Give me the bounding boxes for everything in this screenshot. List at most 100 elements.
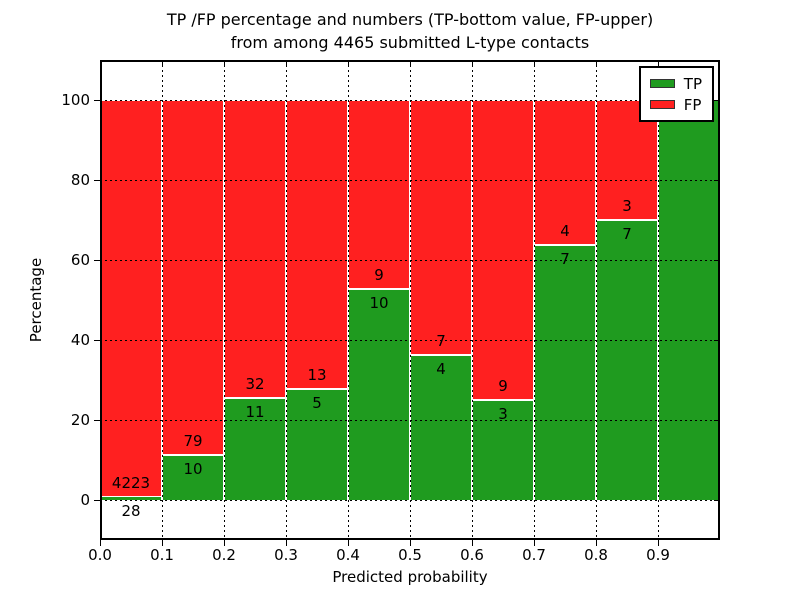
- x-gridline: [286, 60, 287, 540]
- x-tick-inner: [534, 60, 535, 66]
- y-tick-label: 20: [70, 411, 90, 429]
- legend-entry-tp: TP: [649, 73, 702, 94]
- bar-count-label-fp: 7: [436, 331, 446, 350]
- bar-count-label-tp: 3: [498, 405, 508, 423]
- chart-title-line1: TP /FP percentage and numbers (TP-bottom…: [166, 10, 654, 29]
- bar-count-label-tp: 10: [369, 294, 389, 313]
- x-tick: [348, 540, 349, 546]
- x-tick: [534, 540, 535, 546]
- bar-segment-fp: [410, 100, 472, 355]
- bar-segment-tp: [534, 245, 596, 500]
- bar-segment-fp: [348, 100, 410, 290]
- x-tick-inner: [472, 60, 473, 66]
- bar-segment-fp: [224, 100, 286, 398]
- x-tick-label: 0.7: [522, 546, 546, 564]
- x-tick-label: 0.4: [336, 546, 360, 564]
- x-tick: [596, 540, 597, 546]
- x-tick-inner: [100, 60, 101, 66]
- x-gridline: [472, 60, 473, 540]
- legend-entry-fp: FP: [649, 94, 702, 115]
- bar-segment-tp: [472, 400, 534, 500]
- x-tick-label: 0.0: [88, 546, 112, 564]
- bar-count-label-fp: 79: [183, 432, 203, 451]
- bar-count-label-fp: 9: [498, 377, 508, 395]
- x-tick-label: 0.3: [274, 546, 298, 564]
- bar-count-label-tp: 28: [121, 502, 141, 521]
- y-tick-inner: [714, 260, 720, 261]
- x-tick-label: 0.2: [212, 546, 236, 564]
- x-tick: [410, 540, 411, 546]
- x-tick: [286, 540, 287, 546]
- bar-segment-fp: [286, 100, 348, 389]
- bar-count-label-tp: 10: [183, 460, 203, 479]
- y-tick: [94, 260, 100, 261]
- bar-segment-tp: [286, 388, 348, 500]
- x-tick-inner: [348, 60, 349, 66]
- y-tick-label: 80: [70, 171, 90, 189]
- bar-count-label-fp: 13: [307, 365, 327, 384]
- bar-count-label-tp: 4: [436, 359, 446, 378]
- x-tick-label: 0.8: [584, 546, 608, 564]
- legend-label-fp: FP: [683, 95, 702, 114]
- bar-segment-fp: [472, 100, 534, 400]
- chart-title: TP /FP percentage and numbers (TP-bottom…: [100, 8, 720, 54]
- bar-count-label-tp: 11: [245, 402, 265, 421]
- bar-count-label-tp: 5: [312, 393, 322, 412]
- y-tick: [94, 340, 100, 341]
- x-tick-inner: [658, 60, 659, 66]
- chart-title-line2: from among 4465 submitted L-type contact…: [230, 33, 590, 52]
- bar-segment-tp: [348, 289, 410, 500]
- y-tick-inner: [714, 180, 720, 181]
- legend: TP FP: [638, 66, 714, 122]
- bar-count-label-fp: 32: [245, 374, 265, 393]
- y-tick-label: 60: [70, 251, 90, 269]
- x-tick-inner: [410, 60, 411, 66]
- y-tick: [94, 180, 100, 181]
- x-tick: [658, 540, 659, 546]
- bar-segment-tp: [596, 220, 658, 500]
- bar-segment-tp: [658, 100, 720, 500]
- x-gridline: [162, 60, 163, 540]
- x-tick-inner: [596, 60, 597, 66]
- y-tick-label: 40: [70, 331, 90, 349]
- bar-count-label-fp: 3: [622, 197, 632, 215]
- x-tick-label: 0.6: [460, 546, 484, 564]
- x-tick-label: 0.9: [646, 546, 670, 564]
- x-gridline: [658, 60, 659, 540]
- x-tick: [100, 540, 101, 546]
- y-tick-label: 100: [61, 91, 90, 109]
- legend-label-tp: TP: [683, 74, 702, 93]
- y-tick-inner: [714, 340, 720, 341]
- y-tick-inner: [714, 420, 720, 421]
- x-tick-label: 0.5: [398, 546, 422, 564]
- x-tick-label: 0.1: [150, 546, 174, 564]
- y-tick-label: 0: [80, 491, 90, 509]
- x-gridline: [534, 60, 535, 540]
- bar-segment-tp: [410, 354, 472, 500]
- tp-swatch-icon: [649, 79, 675, 88]
- x-axis-label: Predicted probability: [332, 568, 488, 586]
- x-gridline: [224, 60, 225, 540]
- y-axis-label: Percentage: [27, 257, 45, 343]
- x-gridline: [348, 60, 349, 540]
- bar-count-label-tp: 7: [622, 225, 632, 243]
- plot-area: TP FP 42232879103211135910749347371: [100, 60, 720, 540]
- y-tick: [94, 500, 100, 501]
- x-tick-inner: [224, 60, 225, 66]
- x-gridline: [596, 60, 597, 540]
- bar-count-label-tp: 7: [560, 250, 570, 269]
- bar-count-label-fp: 9: [374, 266, 384, 285]
- bar-segment-tp: [224, 397, 286, 500]
- y-tick: [94, 420, 100, 421]
- fp-swatch-icon: [649, 100, 675, 109]
- x-tick: [224, 540, 225, 546]
- x-gridline: [410, 60, 411, 540]
- y-tick-inner: [714, 100, 720, 101]
- x-tick: [472, 540, 473, 546]
- y-tick-inner: [714, 500, 720, 501]
- x-tick: [162, 540, 163, 546]
- x-tick-inner: [286, 60, 287, 66]
- x-tick-inner: [162, 60, 163, 66]
- bar-count-label-fp: 4223: [111, 474, 151, 493]
